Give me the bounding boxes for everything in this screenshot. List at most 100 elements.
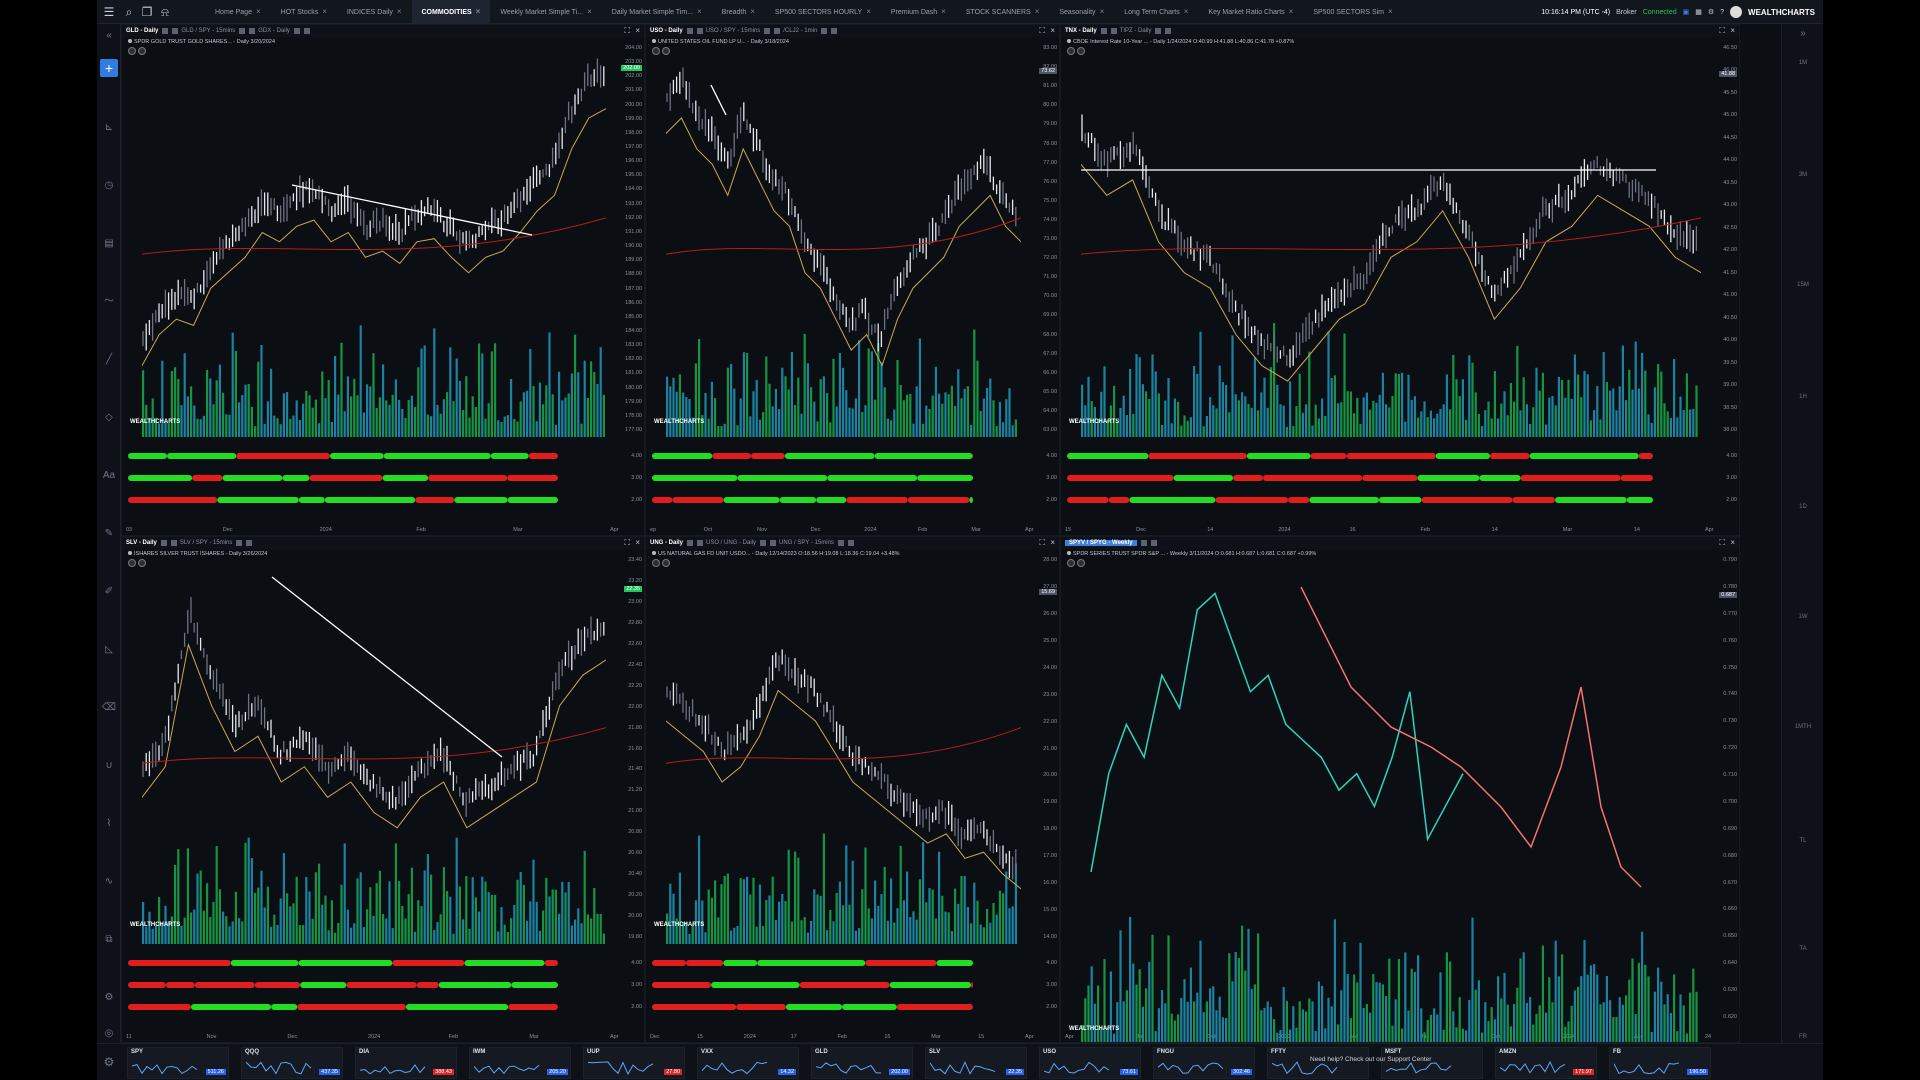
interval-3M[interactable]: 3M xyxy=(1798,172,1808,178)
symbol-tab[interactable]: SPYV / SPYG - Weekly xyxy=(1065,540,1137,546)
watchlist-item-gld[interactable]: GLD 202.00 xyxy=(811,1047,913,1079)
close-icon[interactable]: × xyxy=(1034,7,1040,16)
close-icon[interactable]: × xyxy=(255,7,261,16)
add-icon[interactable] xyxy=(1077,47,1085,55)
maximize-icon[interactable]: ⛶ xyxy=(624,538,630,547)
tab-icon[interactable] xyxy=(1150,540,1157,546)
symbol-tab[interactable]: UNG / SPY - 15mins xyxy=(779,540,834,546)
interval-TA[interactable]: TA xyxy=(1799,946,1807,952)
watchlist-item-amzn[interactable]: AMZN 171.97 xyxy=(1495,1047,1597,1079)
tab-6[interactable]: Breadth × xyxy=(712,0,765,24)
tab-11[interactable]: Long Term Charts × xyxy=(1114,0,1198,24)
tab-icon[interactable] xyxy=(303,28,310,34)
symbol-tab[interactable]: GLD - Daily xyxy=(126,28,159,34)
tab-icon[interactable] xyxy=(172,28,179,34)
symbol-tab[interactable]: UNG - Daily xyxy=(650,540,684,546)
pencil-icon[interactable]: ✐ xyxy=(104,586,114,597)
interval-1M[interactable]: 1M xyxy=(1798,60,1808,66)
visibility-icon[interactable] xyxy=(1067,39,1071,43)
menu-icon[interactable]: ☰ xyxy=(103,5,115,19)
price-chart[interactable] xyxy=(142,567,606,984)
tab-icon[interactable] xyxy=(686,28,693,34)
close-icon[interactable]: × xyxy=(1183,7,1189,16)
chart-panel-uso[interactable]: USO - Daily USO / SPY - 15mins/CLJ2 - 1mi… xyxy=(645,24,1060,536)
tab-7[interactable]: SP500 SECTORS HOURLY × xyxy=(765,0,881,24)
tab-9[interactable]: STOCK SCANNERS × xyxy=(956,0,1050,24)
calendar-icon[interactable]: ▤ xyxy=(104,238,114,249)
tab-icon[interactable] xyxy=(170,540,177,546)
tab-icon[interactable] xyxy=(1155,28,1162,34)
chart-icon[interactable]: ⌇ xyxy=(106,818,112,829)
settings-icon[interactable] xyxy=(652,559,660,567)
symbol-tab[interactable]: SLV / SPY - 15mins xyxy=(179,540,233,546)
price-chart[interactable] xyxy=(1081,55,1701,477)
visibility-icon[interactable] xyxy=(652,39,656,43)
tab-2[interactable]: INDICES Daily × xyxy=(337,0,412,24)
tab-0[interactable]: Home Page × xyxy=(205,0,271,24)
tab-icon[interactable] xyxy=(821,28,828,34)
expand-icon[interactable]: » xyxy=(1800,28,1806,39)
brush-icon[interactable]: ✎ xyxy=(104,528,114,539)
add-icon[interactable] xyxy=(138,559,146,567)
chart-panel-ung[interactable]: UNG - Daily USO / UNG - Daily UNG / SPY - … xyxy=(645,536,1060,1043)
watchlist-item-vxx[interactable]: VXX 14.32 xyxy=(697,1047,799,1079)
line-icon[interactable]: ╱ xyxy=(105,354,113,365)
close-icon[interactable]: × xyxy=(635,538,640,547)
tab-icon[interactable] xyxy=(236,540,243,546)
alert-icon[interactable]: ⍾ xyxy=(161,5,169,19)
tab-icon[interactable] xyxy=(249,28,256,34)
tab-8[interactable]: Premium Dash × xyxy=(881,0,956,24)
watchlist-item-msft[interactable]: MSFT xyxy=(1381,1047,1483,1079)
close-icon[interactable]: × xyxy=(587,7,592,16)
copy-icon[interactable]: ❐ xyxy=(141,5,153,19)
watchlist-item-ffty[interactable]: FFTY xyxy=(1267,1047,1369,1079)
add-icon[interactable] xyxy=(138,47,146,55)
close-icon[interactable]: × xyxy=(322,7,327,16)
symbol-tab[interactable]: USO / SPY - 15mins xyxy=(705,28,761,34)
interval-1D[interactable]: 1D xyxy=(1799,504,1807,510)
save-icon[interactable]: ▣ xyxy=(1682,9,1690,16)
tab-1[interactable]: HOT Stocks × xyxy=(271,0,337,24)
tab-icon[interactable] xyxy=(1110,28,1117,34)
tab-icon[interactable] xyxy=(697,540,704,546)
tab-icon[interactable] xyxy=(837,540,844,546)
settings-icon[interactable]: ⚙ xyxy=(104,992,114,1003)
close-icon[interactable]: × xyxy=(1730,538,1735,547)
support-link[interactable]: Need help? Check out our Support Center xyxy=(1310,1056,1432,1063)
tab-icon[interactable] xyxy=(1100,28,1107,34)
maximize-icon[interactable]: ⛶ xyxy=(1039,538,1045,547)
tab-icon[interactable] xyxy=(764,28,771,34)
tab-icon[interactable] xyxy=(696,28,703,34)
symbol-tab[interactable]: USO - Daily xyxy=(650,28,683,34)
tab-icon[interactable] xyxy=(770,540,777,546)
layers-icon[interactable]: ⧉ xyxy=(105,934,113,945)
broker-label[interactable]: Broker xyxy=(1616,8,1637,16)
price-chart[interactable] xyxy=(142,55,606,477)
maximize-icon[interactable]: ⛶ xyxy=(1039,26,1045,35)
maximize-icon[interactable]: ⛶ xyxy=(1719,538,1725,547)
watchlist-item-uup[interactable]: UUP 27.80 xyxy=(583,1047,685,1079)
avatar[interactable] xyxy=(1730,6,1743,18)
settings-icon[interactable] xyxy=(128,47,136,55)
tab-13[interactable]: SP500 SECTORS Sim × xyxy=(1303,0,1402,24)
add-icon[interactable] xyxy=(1077,559,1085,567)
close-icon[interactable]: × xyxy=(635,26,640,35)
symbol-tab[interactable]: /CLJ2 - 1min xyxy=(783,28,818,34)
close-icon[interactable]: × xyxy=(1050,538,1055,547)
interval-TL[interactable]: TL xyxy=(1799,838,1807,844)
tab-10[interactable]: Seasonality × xyxy=(1049,0,1114,24)
symbol-tab[interactable]: SLV - Daily xyxy=(126,540,157,546)
symbol-tab[interactable]: TIPZ - Daily xyxy=(1119,28,1152,34)
interval-1H[interactable]: 1H xyxy=(1799,394,1807,400)
close-icon[interactable]: × xyxy=(1388,7,1393,16)
add-icon[interactable] xyxy=(662,559,670,567)
tab-4[interactable]: Weekly Market Simple Ti... × xyxy=(490,0,601,24)
tab-icon[interactable] xyxy=(239,28,246,34)
close-icon[interactable]: × xyxy=(750,7,755,16)
price-chart[interactable] xyxy=(666,55,1021,477)
eraser-icon[interactable]: ⌫ xyxy=(101,702,117,713)
chart-panel-slv[interactable]: SLV - Daily SLV / SPY - 15mins ⛶ × ISHARES S… xyxy=(121,536,645,1043)
interval-1W[interactable]: 1W xyxy=(1798,614,1808,620)
close-icon[interactable]: × xyxy=(941,7,946,16)
watchlist-item-dia[interactable]: DIA 388.43 xyxy=(355,1047,457,1079)
